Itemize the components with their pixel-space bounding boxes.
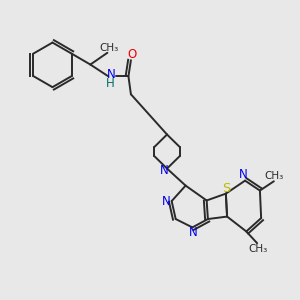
Text: N: N bbox=[107, 68, 116, 81]
Text: S: S bbox=[222, 182, 231, 195]
Text: CH₃: CH₃ bbox=[265, 171, 284, 181]
Text: N: N bbox=[239, 168, 248, 181]
Text: O: O bbox=[128, 47, 137, 61]
Text: N: N bbox=[189, 226, 197, 238]
Text: CH₃: CH₃ bbox=[99, 43, 119, 53]
Text: N: N bbox=[162, 195, 170, 208]
Text: CH₃: CH₃ bbox=[248, 244, 267, 254]
Text: N: N bbox=[160, 164, 168, 177]
Text: H: H bbox=[106, 76, 114, 90]
